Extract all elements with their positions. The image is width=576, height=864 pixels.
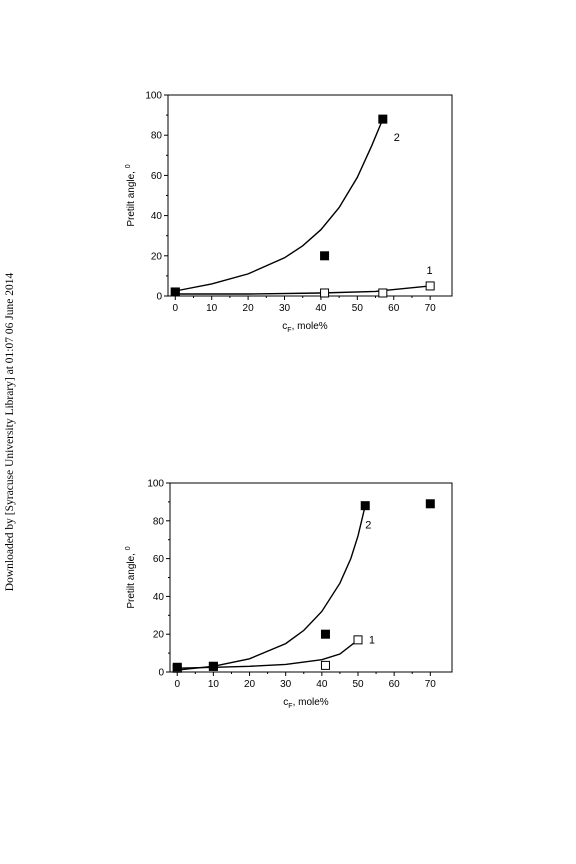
plot-frame [169,482,453,673]
y-tick-label: 0 [156,292,162,303]
x-axis-title-suffix: , mole% [292,321,328,332]
filled-square-marker [320,251,330,261]
y-tick-label: 60 [153,554,165,565]
y-axis-title-unit: 0 [125,164,132,168]
y-tick-label: 80 [153,516,165,527]
y-tick-label: 0 [158,668,164,679]
curve-label: 1 [369,635,375,647]
y-tick-label: 100 [145,91,162,102]
x-axis-title-main: c [282,321,287,332]
y-tick-label: 40 [153,592,165,603]
filled-square-marker [172,662,182,672]
fit-curve [175,285,431,295]
curve-label: 2 [365,519,371,531]
series-1: 1 [170,265,435,298]
x-tick-label: 40 [316,679,328,690]
y-tick-label: 80 [151,131,163,142]
x-axis-title-subscript: F [287,327,291,334]
x-tick-label: 60 [388,303,400,314]
y-axis-title: Pretilt angle, 0 [125,546,137,608]
y-tick-label: 20 [151,251,163,262]
x-axis-title-main: c [283,697,288,708]
filled-square-marker [320,629,330,639]
x-tick-label: 50 [352,303,364,314]
filled-square-marker [378,114,388,124]
x-tick-label: 30 [280,679,292,690]
x-tick-label: 0 [174,679,180,690]
x-tick-label: 10 [206,303,218,314]
open-square-marker [378,288,388,298]
x-tick-label: 30 [279,303,291,314]
fit-curve [175,118,384,292]
open-square-marker [425,281,435,291]
y-axis-title: Pretilt angle, 0 [125,164,137,226]
x-axis-title-subscript: F [288,703,292,710]
filled-square-marker [425,499,435,509]
x-tick-label: 10 [208,679,220,690]
y-tick-label: 100 [147,479,164,490]
y-axis-title-main: Pretilt angle, [126,550,137,608]
y-tick-label: 60 [151,171,163,182]
fit-curve [177,505,366,671]
y-axis-title-unit: 0 [125,546,132,550]
series-1: 1 [172,635,375,673]
filled-square-marker [170,287,180,297]
filled-square-marker [360,501,370,511]
x-tick-label: 70 [425,303,437,314]
x-tick-label: 0 [173,303,179,314]
filled-square-marker [208,661,218,671]
fit-curve [177,639,359,669]
y-axis-title-main: Pretilt angle, [126,168,137,226]
x-tick-label: 20 [243,303,255,314]
y-tick-label: 20 [153,630,165,641]
x-tick-label: 70 [425,679,437,690]
x-axis-title-suffix: , mole% [293,697,329,708]
y-tick-label: 40 [151,211,163,222]
open-square-marker [320,660,330,670]
open-square-marker [353,635,363,645]
x-axis-title: cF, mole% [282,321,328,334]
curve-label: 2 [394,132,400,144]
series-2: 2 [170,114,400,297]
series-2: 2 [172,499,435,672]
x-tick-label: 50 [352,679,364,690]
x-tick-label: 40 [315,303,327,314]
open-square-marker [320,288,330,298]
curve-label: 1 [427,265,433,277]
x-tick-label: 20 [244,679,256,690]
plot-frame [167,94,453,297]
x-tick-label: 60 [389,679,401,690]
x-axis-title: cF, mole% [283,697,329,710]
